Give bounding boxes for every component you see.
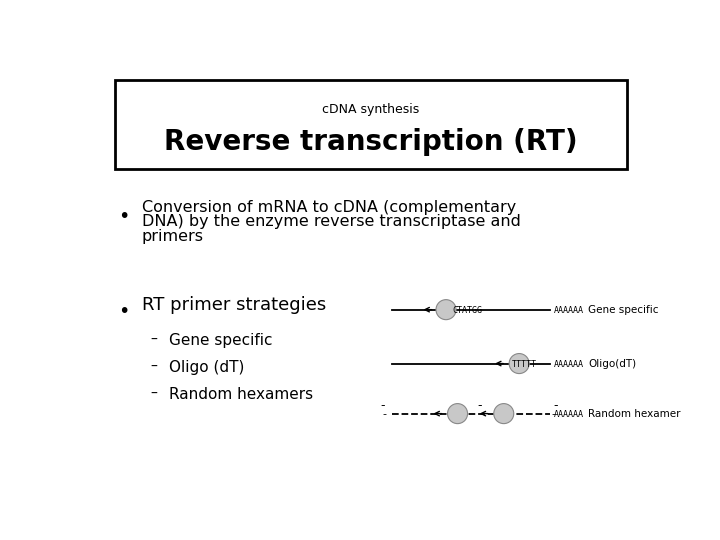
Text: TTTTT: TTTTT (511, 360, 536, 369)
Circle shape (494, 403, 514, 423)
Text: –: – (150, 360, 157, 374)
Text: RT primer strategies: RT primer strategies (142, 296, 326, 314)
Text: -: - (382, 409, 387, 419)
Text: AAAAAA: AAAAAA (554, 360, 584, 369)
Text: Oligo (dT): Oligo (dT) (168, 360, 244, 375)
Circle shape (448, 403, 467, 423)
Text: -: - (552, 409, 556, 419)
Text: cDNA synthesis: cDNA synthesis (322, 103, 419, 116)
Circle shape (436, 300, 456, 320)
Text: AAAAAA: AAAAAA (554, 306, 584, 315)
Text: -: - (381, 400, 385, 413)
Text: DNA) by the enzyme reverse transcriptase and: DNA) by the enzyme reverse transcriptase… (142, 214, 521, 229)
Text: •: • (119, 207, 130, 226)
Text: -: - (477, 400, 482, 413)
Text: Gene specific: Gene specific (588, 305, 659, 315)
Text: –: – (150, 333, 157, 347)
Bar (115, 80, 627, 168)
Text: Oligo(dT): Oligo(dT) (588, 359, 636, 369)
Text: –: – (150, 387, 157, 401)
Text: Random hexamers: Random hexamers (168, 387, 313, 402)
Text: Conversion of mRNA to cDNA (complementary: Conversion of mRNA to cDNA (complementar… (142, 200, 516, 214)
Text: Random hexamer: Random hexamer (588, 409, 681, 419)
Text: •: • (119, 302, 130, 321)
Text: AAAAAA: AAAAAA (554, 410, 584, 419)
Circle shape (509, 354, 529, 374)
Text: Reverse transcription (RT): Reverse transcription (RT) (163, 128, 577, 156)
Text: Gene specific: Gene specific (168, 333, 272, 348)
Text: primers: primers (142, 229, 204, 244)
Text: CTATGG: CTATGG (452, 306, 482, 315)
Text: -: - (554, 400, 559, 413)
